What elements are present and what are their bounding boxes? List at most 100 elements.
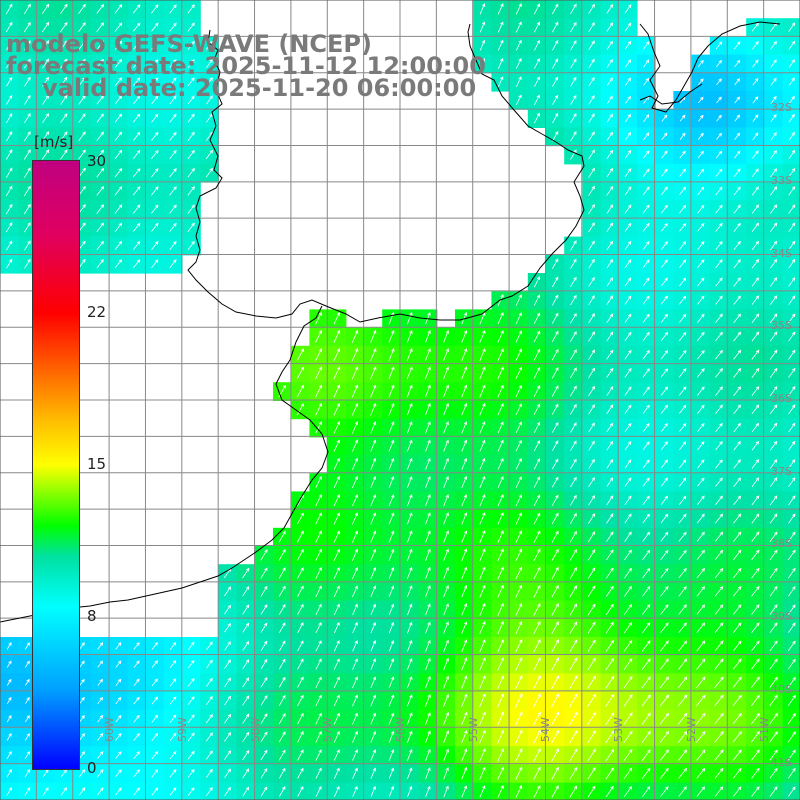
wind-cell (582, 382, 602, 401)
wind-cell (637, 145, 656, 165)
wind-cell (618, 109, 638, 128)
wind-cell (91, 254, 110, 274)
wind-cell (728, 54, 747, 74)
wind-arrow (297, 767, 304, 779)
wind-arrow (661, 114, 668, 122)
wind-cell (618, 54, 638, 74)
wind-cell (109, 254, 128, 274)
wind-arrow (24, 131, 31, 142)
wind-arrow (515, 403, 522, 416)
wind-arrow (569, 711, 578, 726)
wind-arrow (60, 113, 68, 123)
wind-arrow (497, 330, 504, 343)
wind-cell (582, 728, 602, 747)
wind-arrow (497, 366, 504, 380)
wind-arrow (497, 312, 504, 325)
wind-arrow (169, 714, 177, 723)
wind-arrow (278, 713, 286, 725)
wind-cell (764, 564, 784, 583)
wind-cell (182, 218, 201, 238)
wind-cell (709, 618, 729, 638)
wind-cell (0, 0, 19, 19)
wind-cell (764, 400, 784, 420)
wind-arrow (115, 660, 122, 668)
wind-arrow (716, 78, 722, 86)
wind-arrow (715, 277, 723, 287)
wind-arrow (388, 712, 395, 725)
wind-arrow (642, 331, 650, 342)
wind-arrow (187, 22, 195, 32)
wind-arrow (516, 76, 522, 87)
wind-arrow (587, 712, 596, 726)
wind-cell (691, 546, 711, 565)
wind-cell (618, 600, 638, 620)
wind-cell (673, 200, 693, 219)
wind-cell (546, 564, 565, 583)
wind-arrow (606, 240, 614, 251)
wind-arrow (732, 586, 742, 597)
wind-arrow (224, 713, 232, 724)
wind-cell (691, 527, 711, 547)
wind-cell (673, 109, 693, 128)
wind-arrow (642, 204, 650, 214)
wind-cell (509, 746, 529, 765)
wind-arrow (624, 168, 632, 178)
wind-arrow (696, 786, 706, 797)
wind-arrow (97, 678, 104, 686)
wind-arrow (660, 277, 668, 287)
wind-cell (582, 145, 602, 165)
wind-cell (0, 91, 19, 110)
wind-cell (709, 109, 729, 128)
wind-arrow (587, 748, 596, 762)
wind-arrow (461, 657, 468, 671)
wind-cell (546, 127, 565, 147)
wind-arrow (751, 767, 760, 779)
wind-arrow (187, 149, 195, 160)
wind-arrow (533, 276, 540, 288)
wind-arrow (461, 693, 468, 708)
wind-arrow (569, 603, 578, 616)
wind-cell (127, 91, 147, 110)
wind-arrow (260, 549, 268, 561)
wind-cell (746, 455, 765, 474)
wind-arrow (461, 366, 468, 380)
wind-cell (291, 527, 310, 547)
wind-cell (309, 491, 329, 511)
wind-arrow (533, 657, 541, 671)
wind-arrow (732, 694, 742, 707)
wind-arrow (769, 313, 778, 324)
wind-arrow (479, 675, 486, 690)
wind-cell (673, 655, 693, 674)
wind-cell (618, 564, 638, 583)
wind-cell (691, 218, 711, 238)
wind-cell (546, 728, 565, 747)
wind-cell (127, 163, 147, 183)
wind-arrow (751, 640, 760, 652)
wind-arrow (315, 311, 322, 325)
wind-cell (764, 655, 784, 674)
wind-arrow (114, 95, 123, 105)
wind-arrow (732, 749, 742, 761)
wind-cell (127, 254, 147, 274)
wind-arrow (333, 712, 340, 725)
wind-cell (218, 582, 238, 602)
wind-arrow (552, 294, 559, 306)
wind-cell (145, 236, 165, 256)
wind-cell (145, 746, 165, 765)
wind-arrow (187, 678, 195, 687)
wind-arrow (552, 112, 559, 124)
wind-arrow (533, 312, 541, 324)
wind-cell (746, 400, 765, 420)
wind-arrow (624, 77, 631, 86)
wind-arrow (697, 186, 705, 196)
wind-arrow (351, 402, 359, 416)
wind-cell (600, 491, 620, 511)
wind-arrow (533, 584, 541, 598)
wind-arrow (551, 657, 559, 671)
wind-arrow (588, 149, 595, 160)
wind-cell (691, 473, 711, 492)
wind-arrow (659, 658, 669, 670)
wind-arrow (606, 495, 614, 506)
wind-arrow (96, 259, 104, 269)
